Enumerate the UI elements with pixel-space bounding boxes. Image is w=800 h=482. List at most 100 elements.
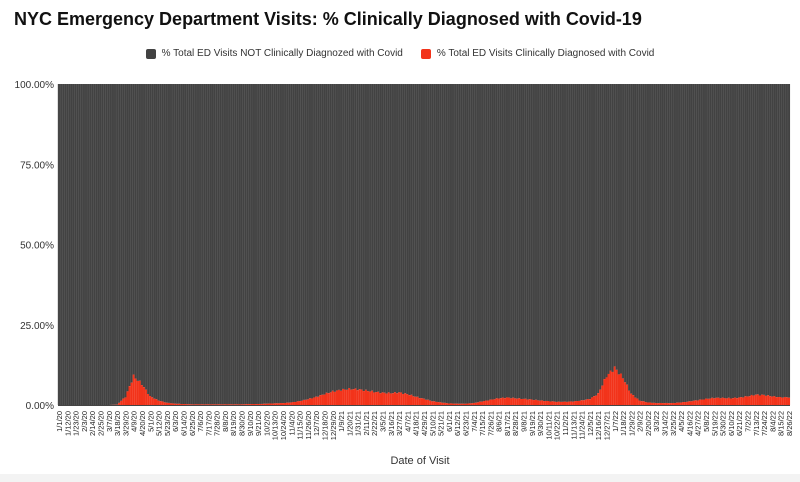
bar-covid <box>675 402 679 405</box>
bar-not-covid <box>541 84 544 401</box>
bar-not-covid <box>476 84 479 403</box>
bar-not-covid <box>99 84 102 405</box>
bar-not-covid <box>568 84 571 402</box>
bar-covid <box>460 403 463 405</box>
bar-not-covid <box>385 84 388 394</box>
x-tick-label: 4/29/21 <box>420 411 429 436</box>
bar-not-covid <box>667 84 670 404</box>
bar-not-covid <box>64 84 67 405</box>
x-tick-label: 9/30/21 <box>536 411 545 436</box>
bar-not-covid <box>754 84 757 395</box>
bar-not-covid <box>342 84 345 389</box>
bar-not-covid <box>584 84 587 400</box>
bar-not-covid <box>663 84 666 404</box>
bar-covid <box>215 404 218 405</box>
bar-covid <box>590 397 594 405</box>
bar-not-covid <box>120 84 123 401</box>
bar-not-covid <box>60 84 63 405</box>
bar-not-covid <box>180 84 183 404</box>
bar-covid <box>356 390 359 405</box>
bar-not-covid <box>250 84 253 405</box>
bar-not-covid <box>534 84 538 400</box>
bar-covid <box>221 404 224 405</box>
bar-covid <box>126 391 129 405</box>
x-tick-label: 6/12/21 <box>453 411 462 436</box>
x-tick-label: 5/19/22 <box>710 411 719 436</box>
x-tick-label: 6/25/20 <box>188 411 197 436</box>
bar-covid <box>281 403 285 405</box>
bar-not-covid <box>783 84 786 397</box>
bar-not-covid <box>537 84 540 401</box>
x-tick-label: 1/31/21 <box>354 411 363 436</box>
x-tick-label: 11/13/21 <box>569 411 578 440</box>
bar-covid <box>557 401 560 405</box>
bar-covid <box>321 394 324 405</box>
bar-covid <box>510 398 513 405</box>
bar-not-covid <box>638 84 641 401</box>
bar-covid <box>605 377 608 405</box>
bar-not-covid <box>279 84 282 404</box>
bar-covid <box>128 386 131 405</box>
bar-covid <box>563 401 567 405</box>
legend-item-not-covid[interactable]: % Total ED Visits NOT Clinically Diagnoz… <box>145 48 403 59</box>
bar-covid <box>165 402 168 405</box>
bar-not-covid <box>176 84 179 404</box>
bar-not-covid <box>257 84 260 404</box>
bar-covid <box>522 398 525 405</box>
bar-not-covid <box>555 84 558 402</box>
bar-covid <box>648 402 652 405</box>
bar-not-covid <box>605 84 608 378</box>
bar-covid <box>199 404 202 405</box>
bar-covid <box>617 374 621 405</box>
bar-covid <box>273 403 276 405</box>
bar-not-covid <box>429 84 432 401</box>
bar-not-covid <box>234 84 237 405</box>
bar-covid <box>534 399 538 405</box>
bar-not-covid <box>265 84 268 404</box>
bar-covid <box>379 393 382 405</box>
bar-not-covid <box>215 84 218 405</box>
bar-not-covid <box>203 84 206 405</box>
bar-not-covid <box>445 84 448 404</box>
bar-covid <box>744 396 747 405</box>
x-tick-label: 5/12/20 <box>155 411 164 436</box>
bar-not-covid <box>232 84 235 405</box>
x-tick-label: 2/14/20 <box>88 411 97 436</box>
bar-not-covid <box>750 84 753 395</box>
x-tick-label: 1/9/21 <box>337 411 346 432</box>
bar-covid <box>619 373 623 405</box>
bar-not-covid <box>186 84 189 405</box>
legend-item-covid[interactable]: % Total ED Visits Clinically Diagnosed w… <box>420 48 654 59</box>
x-tick-label: 3/27/21 <box>395 411 404 436</box>
bar-covid <box>176 403 179 405</box>
bar-not-covid <box>302 84 305 400</box>
bar-covid <box>174 403 177 405</box>
bar-not-covid <box>422 84 426 399</box>
bar-not-covid <box>680 84 683 403</box>
bar-not-covid <box>553 84 556 402</box>
bar-not-covid <box>116 84 119 405</box>
bar-covid <box>145 389 148 405</box>
bar-covid <box>746 396 749 405</box>
bar-covid <box>644 402 647 405</box>
bar-not-covid <box>128 84 131 387</box>
bar-not-covid <box>601 84 604 386</box>
bar-covid <box>362 391 365 405</box>
bar-covid <box>765 395 768 405</box>
bar-not-covid <box>619 84 623 374</box>
bar-not-covid <box>704 84 708 399</box>
bar-covid <box>134 378 137 405</box>
bar-not-covid <box>323 84 326 395</box>
bar-covid <box>205 404 208 405</box>
bar-covid <box>671 402 674 405</box>
bar-not-covid <box>298 84 301 402</box>
bar-not-covid <box>431 84 434 402</box>
bar-covid <box>493 399 496 405</box>
bar-not-covid <box>209 84 212 405</box>
bar-covid <box>138 380 141 405</box>
bar-not-covid <box>109 84 112 405</box>
bar-not-covid <box>400 84 403 393</box>
bar-not-covid <box>134 84 137 379</box>
y-tick-label: 25.00% <box>20 321 54 332</box>
